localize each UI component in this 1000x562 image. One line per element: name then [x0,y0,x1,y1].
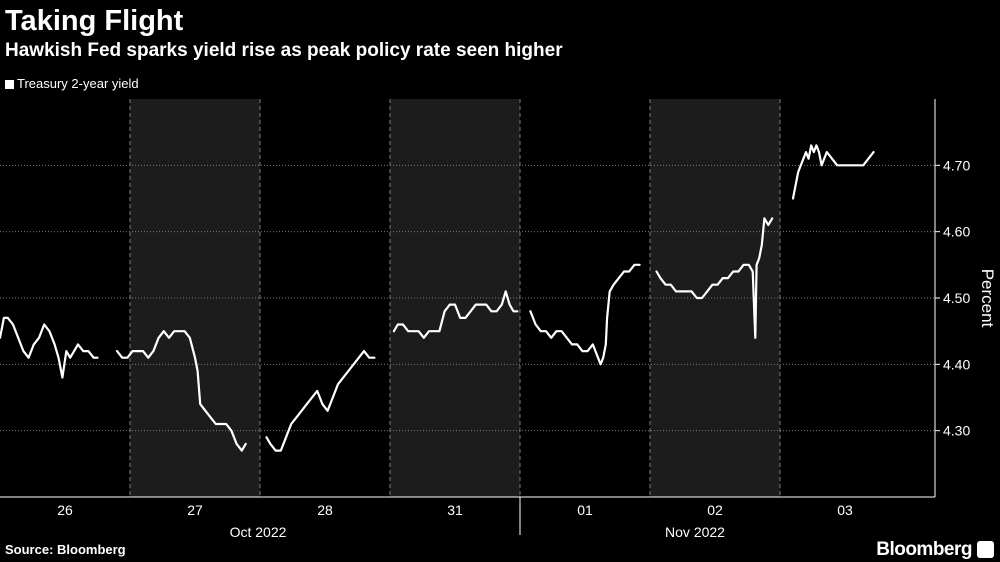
legend: Treasury 2-year yield [5,76,139,92]
y-tick-label: 4.30 [943,423,970,439]
axes [0,99,940,535]
month-label: Nov 2022 [665,524,725,540]
x-tick-label: 02 [707,502,723,518]
x-tick-label: 01 [577,502,593,518]
series-line-segment [791,144,875,200]
series-line-segment [265,350,376,452]
series-treasury-2y [0,144,875,452]
legend-swatch-icon [5,79,14,89]
shade-band [390,99,520,497]
x-tick-label: 28 [317,502,333,518]
brand-wordmark: Bloomberg [876,539,972,560]
legend-label: Treasury 2-year yield [17,76,139,91]
y-axis-title: Percent [978,269,997,328]
x-tick-label: 26 [57,502,73,518]
y-tick-label: 4.40 [943,356,970,372]
x-tick-label: 03 [837,502,853,518]
bloomberg-logo-icon [977,541,994,558]
series-line-segment [392,290,519,339]
session-shading [130,99,780,497]
series-line-segment [655,217,774,339]
gridlines [0,99,935,497]
y-tick-label: 4.60 [943,224,970,240]
series-line-segment [529,263,641,366]
chart-title: Taking Flight [5,5,184,37]
y-tick-label: 4.70 [943,157,970,173]
source-note: Source: Bloomberg [5,542,126,557]
y-tick-label: 4.50 [943,290,970,306]
series-line-segment [0,316,99,379]
chart-subtitle: Hawkish Fed sparks yield rise as peak po… [5,40,563,61]
month-label: Oct 2022 [230,524,287,540]
x-tick-label: 27 [187,502,203,518]
x-tick-label: 31 [447,502,463,518]
series-line-segment [115,330,247,452]
axis-labels: 4.30 4.40 4.50 4.60 4.70 26 27 28 31 01 02 03 Oct 20… [57,157,997,540]
